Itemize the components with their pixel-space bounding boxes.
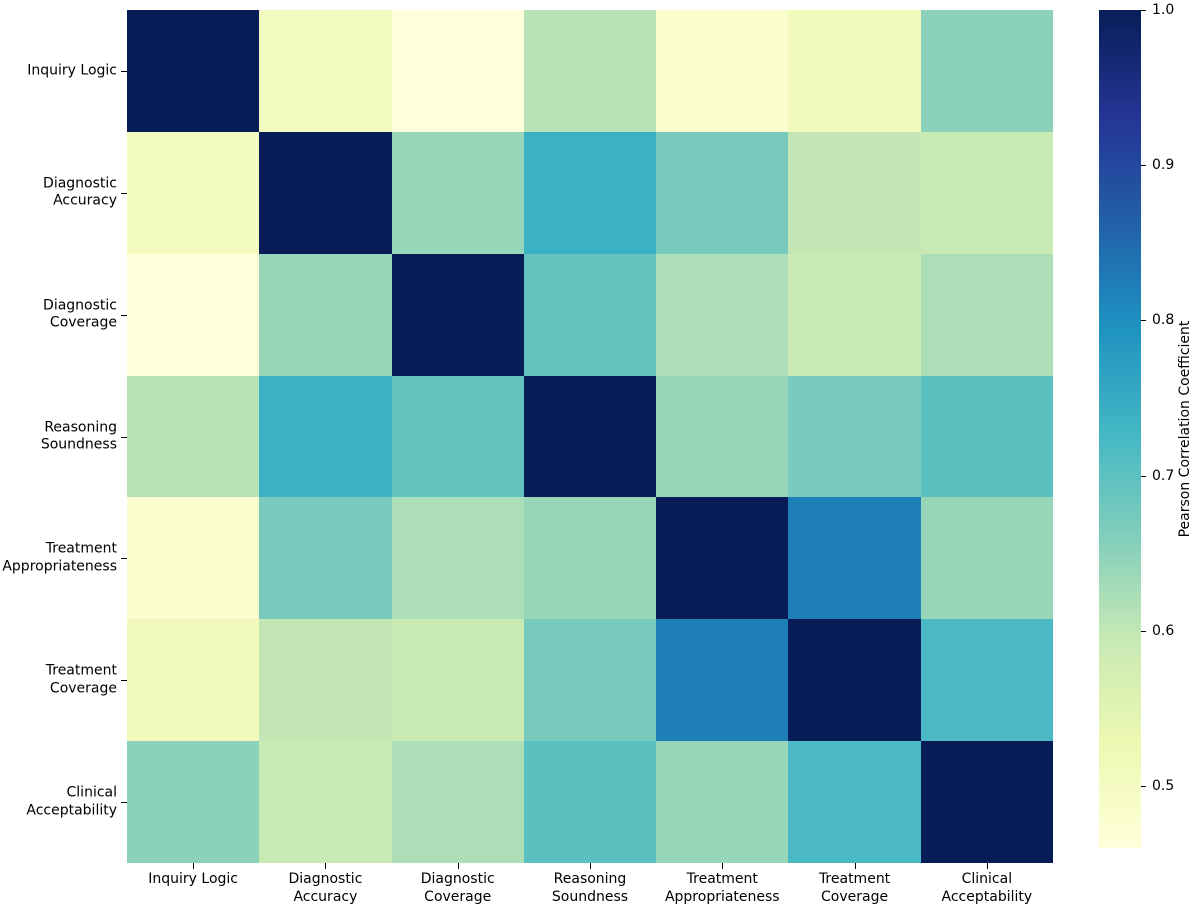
heatmap-cell — [656, 375, 789, 498]
heatmap-cell — [523, 131, 657, 254]
y-axis-label: Clinical Acceptability — [26, 784, 117, 819]
x-axis-tick — [457, 863, 459, 869]
heatmap-cell — [788, 375, 921, 498]
heatmap-cell — [656, 497, 789, 620]
colorbar-label: Pearson Correlation Coefficient — [1177, 320, 1193, 538]
heatmap-cell — [788, 131, 921, 254]
heatmap-cell — [391, 375, 524, 498]
heatmap-cell — [920, 741, 1053, 863]
heatmap-cell — [523, 497, 657, 620]
heatmap-cell — [391, 253, 524, 376]
heatmap-cell — [391, 619, 524, 742]
colorbar-tick-label: 0.9 — [1152, 157, 1175, 174]
y-axis-tick — [121, 558, 127, 560]
colorbar-tick-label: 0.8 — [1152, 312, 1175, 329]
x-axis-label: Diagnostic Coverage — [420, 871, 495, 905]
heatmap-cell — [523, 619, 657, 742]
colorbar-tick — [1141, 320, 1146, 322]
heatmap-cell — [259, 10, 392, 132]
x-axis-tick — [193, 863, 195, 869]
y-axis-tick — [121, 436, 127, 438]
colorbar-tick-label: 0.6 — [1152, 622, 1175, 639]
heatmap-cell — [523, 375, 657, 498]
y-axis-label: Treatment Appropriateness — [2, 540, 117, 575]
heatmap-cell — [788, 10, 921, 132]
heatmap-cell — [259, 741, 392, 863]
heatmap-cell — [920, 131, 1053, 254]
heatmap-cell — [127, 253, 260, 376]
y-axis-label: Inquiry Logic — [27, 62, 117, 79]
heatmap-cell — [523, 741, 657, 863]
heatmap-cell — [391, 497, 524, 620]
heatmap-cell — [920, 10, 1053, 132]
x-axis-label: Diagnostic Accuracy — [288, 871, 363, 905]
heatmap-cell — [391, 10, 524, 132]
x-axis-label: Inquiry Logic — [148, 871, 239, 887]
y-axis-tick — [121, 314, 127, 316]
heatmap-cell — [920, 497, 1053, 620]
heatmap-cell — [920, 619, 1053, 742]
colorbar-tick-label: 1.0 — [1152, 2, 1175, 18]
colorbar — [1099, 10, 1141, 848]
heatmap-cell — [127, 131, 260, 254]
heatmap-cell — [656, 10, 789, 132]
heatmap-cell — [259, 497, 392, 620]
heatmap-cell — [788, 741, 921, 863]
heatmap-cell — [127, 497, 260, 620]
heatmap-cell — [391, 741, 524, 863]
y-axis-label: Diagnostic Coverage — [43, 297, 117, 331]
y-axis-label: Treatment Coverage — [45, 662, 117, 697]
x-axis-label: Treatment Coverage — [818, 871, 891, 905]
colorbar-tick — [1141, 10, 1146, 11]
heatmap-cell — [920, 375, 1053, 498]
heatmap-cell — [523, 253, 657, 376]
x-axis-label: Treatment Appropriateness — [664, 871, 780, 905]
x-axis-label: Reasoning Soundness — [551, 871, 629, 905]
colorbar-tick-label: 0.7 — [1152, 467, 1175, 484]
heatmap-cell — [127, 10, 260, 132]
heatmap-cell — [523, 10, 657, 132]
heatmap-cell — [127, 375, 260, 498]
x-axis-tick — [986, 863, 988, 869]
y-axis-tick — [121, 802, 127, 804]
x-axis-tick — [325, 863, 327, 869]
heatmap-cell — [788, 619, 921, 742]
heatmap-cell — [259, 253, 392, 376]
y-axis-label: Diagnostic Accuracy — [43, 175, 117, 209]
colorbar-tick — [1141, 475, 1146, 477]
heatmap-cell — [656, 741, 789, 863]
y-axis-tick — [121, 192, 127, 194]
colorbar-tick — [1141, 630, 1146, 632]
x-axis-label: Clinical Acceptability — [941, 871, 1033, 905]
heatmap-cell — [788, 497, 921, 620]
heatmap-cell — [259, 619, 392, 742]
heatmap-cell — [920, 253, 1053, 376]
x-axis-tick — [722, 863, 724, 869]
colorbar-tick-label: 0.5 — [1152, 777, 1175, 794]
heatmap-cell — [656, 619, 789, 742]
heatmap-cell — [788, 253, 921, 376]
heatmap-cell — [127, 741, 260, 863]
heatmap-cell — [391, 131, 524, 254]
y-axis-tick — [121, 70, 127, 72]
colorbar-tick — [1141, 785, 1146, 787]
colorbar-tick — [1141, 165, 1146, 167]
heatmap-cell — [127, 619, 260, 742]
x-axis-tick — [854, 863, 856, 869]
x-axis-tick — [590, 863, 591, 869]
heatmap-cell — [259, 375, 392, 498]
heatmap-cell — [259, 131, 392, 254]
heatmap-cell — [656, 253, 789, 376]
heatmap-grid — [127, 10, 1053, 863]
y-axis-label: Reasoning Soundness — [40, 419, 117, 453]
heatmap-cell — [656, 131, 789, 254]
y-axis-tick — [121, 680, 127, 682]
